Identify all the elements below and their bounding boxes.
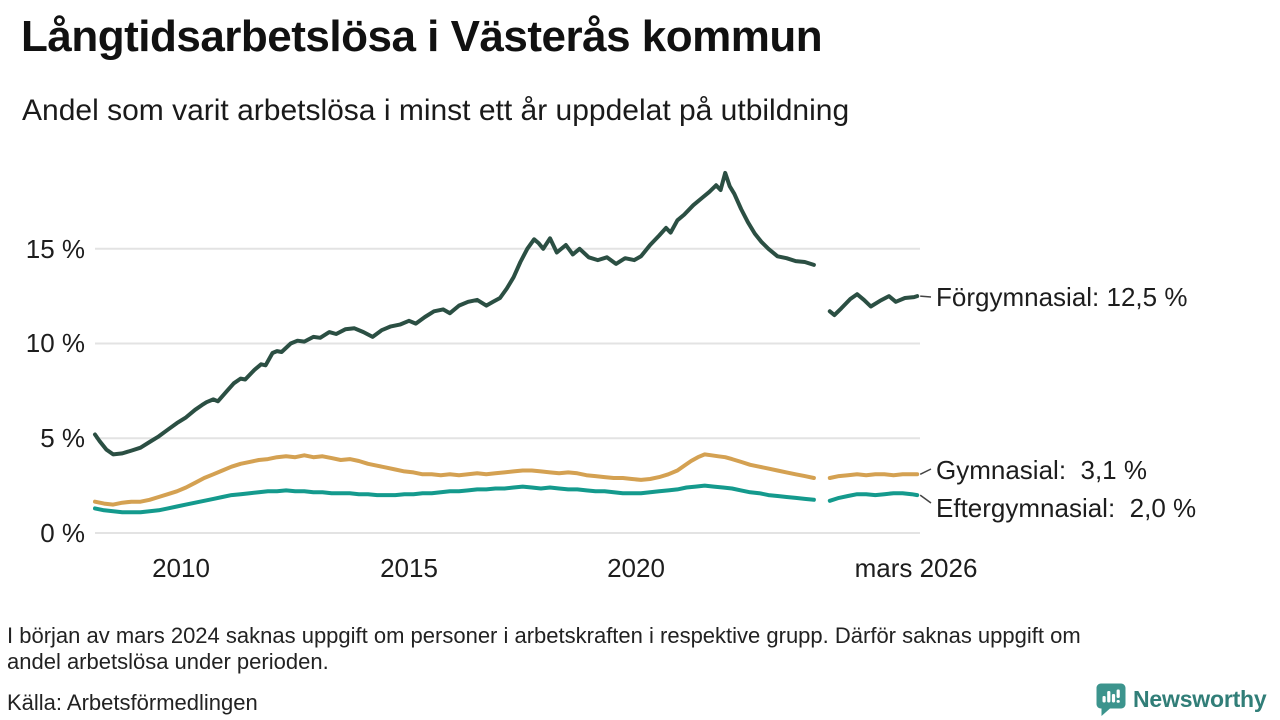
y-axis-tick-5: 5 % <box>40 423 85 453</box>
y-axis-tick-10: 10 % <box>25 328 85 358</box>
label-connector-forgymnasial <box>920 295 932 298</box>
source-credit: Källa: Arbetsförmedlingen <box>7 690 258 715</box>
series-line-eftergymnasial <box>93 483 816 515</box>
newsworthy-logo-icon <box>1096 683 1126 716</box>
x-axis-tick-2020: 2020 <box>607 553 665 583</box>
y-axis-tick-15: 15 % <box>25 234 85 264</box>
series-label-eftergymnasial: Eftergymnasial: 2,0 % <box>936 493 1197 523</box>
x-axis-tick-2015: 2015 <box>380 553 438 583</box>
series-line-gymnasial-after-gap <box>827 472 920 480</box>
series-line-forgymnasial <box>93 170 816 457</box>
series-label-gymnasial: Gymnasial: 3,1 % <box>936 455 1147 485</box>
newsworthy-logo-text: Newsworthy <box>1133 686 1267 712</box>
series-line-forgymnasial-after-gap <box>827 292 920 318</box>
series-line-gymnasial <box>93 452 816 507</box>
label-connector-gymnasial <box>919 468 932 475</box>
footnote-line-2: andel arbetslösa under perioden. <box>7 649 329 674</box>
x-axis-tick-mars-2026: mars 2026 <box>854 553 978 583</box>
page-subtitle: Andel som varit arbetslösa i minst ett å… <box>22 94 850 127</box>
y-axis-tick-0: 0 % <box>40 518 85 548</box>
series-line-eftergymnasial-after-gap <box>827 491 920 503</box>
newsworthy-logo: Newsworthy <box>1096 683 1267 716</box>
footnote-line-1: I början av mars 2024 saknas uppgift om … <box>7 623 1081 648</box>
x-axis-tick-2010: 2010 <box>152 553 210 583</box>
series-label-forgymnasial: Förgymnasial: 12,5 % <box>936 282 1188 312</box>
label-connector-eftergymnasial <box>919 494 932 504</box>
page-title: Långtidsarbetslösa i Västerås kommun <box>21 12 823 61</box>
